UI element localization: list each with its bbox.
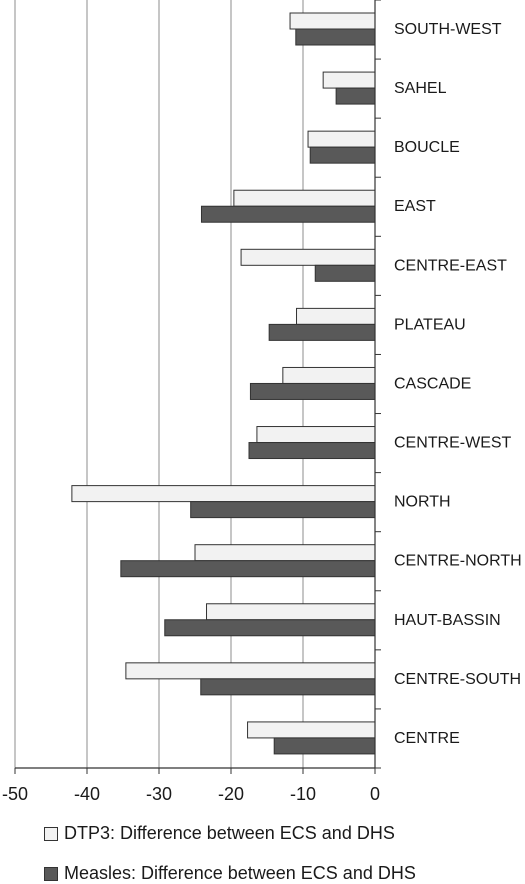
category-label-north: NORTH [394, 494, 451, 511]
category-label-centre-south: CENTRE-SOUTH [394, 671, 521, 688]
bar-cascade-measles [249, 382, 376, 400]
bar-centre-west-dtp3 [256, 426, 376, 444]
category-label-centre-north: CENTRE-NORTH [394, 553, 522, 570]
legend-label-measles: Measles: Difference between ECS and DHS [64, 863, 416, 883]
legend-item-dtp3: DTP3: Difference between ECS and DHS [44, 823, 395, 844]
x-tick-label-30: -30 [146, 784, 172, 804]
category-label-plateau: PLATEAU [394, 316, 466, 333]
x-tick-label-20: -20 [218, 784, 244, 804]
bar-east-dtp3 [233, 189, 376, 207]
bar-sahel-dtp3 [322, 71, 376, 89]
legend-item-measles: Measles: Difference between ECS and DHS [44, 863, 416, 884]
legend-swatch-dtp3 [44, 826, 58, 841]
bar-haut-bassin-dtp3 [206, 603, 376, 621]
axes-group [14, 0, 381, 774]
bar-centre-south-measles [200, 678, 376, 696]
bar-centre-north-dtp3 [194, 544, 376, 562]
bar-sahel-measles [335, 87, 376, 105]
category-label-centre: CENTRE [394, 730, 460, 747]
bar-plateau-measles [268, 323, 376, 341]
bars-group [71, 12, 376, 755]
bar-east-measles [200, 205, 376, 223]
bar-centre-east-measles [314, 264, 376, 282]
category-label-cascade: CASCADE [394, 375, 471, 392]
category-label-south-west: SOUTH-WEST [394, 21, 502, 38]
category-label-centre-east: CENTRE-EAST [394, 257, 507, 274]
x-tick-label-50: -50 [2, 784, 28, 804]
bar-centre-measles [273, 737, 376, 755]
x-tick-label-40: -40 [74, 784, 100, 804]
bar-north-dtp3 [71, 485, 376, 503]
bar-cascade-dtp3 [282, 366, 376, 384]
category-label-sahel: SAHEL [394, 80, 447, 97]
bar-boucle-dtp3 [307, 130, 376, 148]
x-tick-label-0: 0 [370, 784, 380, 804]
bar-centre-west-measles [248, 442, 376, 460]
bar-centre-dtp3 [247, 721, 376, 739]
x-tick-label-10: -10 [290, 784, 316, 804]
bar-plateau-dtp3 [296, 307, 376, 325]
bar-centre-east-dtp3 [240, 248, 376, 266]
bar-centre-north-measles [120, 560, 376, 578]
tick-labels: -50 -40 -30 -20 -10 0 [2, 784, 380, 804]
category-label-boucle: BOUCLE [394, 139, 460, 156]
category-label-east: EAST [394, 198, 436, 215]
category-labels: SOUTH-WEST SAHEL BOUCLE EAST CENTRE-EAST PLAT… [394, 21, 522, 747]
bar-haut-bassin-measles [164, 619, 376, 637]
bar-south-west-measles [295, 28, 376, 46]
bar-south-west-dtp3 [289, 12, 376, 30]
category-label-centre-west: CENTRE-WEST [394, 435, 512, 452]
bar-boucle-measles [309, 146, 376, 164]
legend-label-dtp3: DTP3: Difference between ECS and DHS [64, 823, 395, 843]
bar-centre-south-dtp3 [125, 662, 376, 680]
bar-north-measles [190, 501, 376, 519]
category-label-haut-bassin: HAUT-BASSIN [394, 612, 501, 629]
legend-swatch-measles [44, 866, 58, 881]
